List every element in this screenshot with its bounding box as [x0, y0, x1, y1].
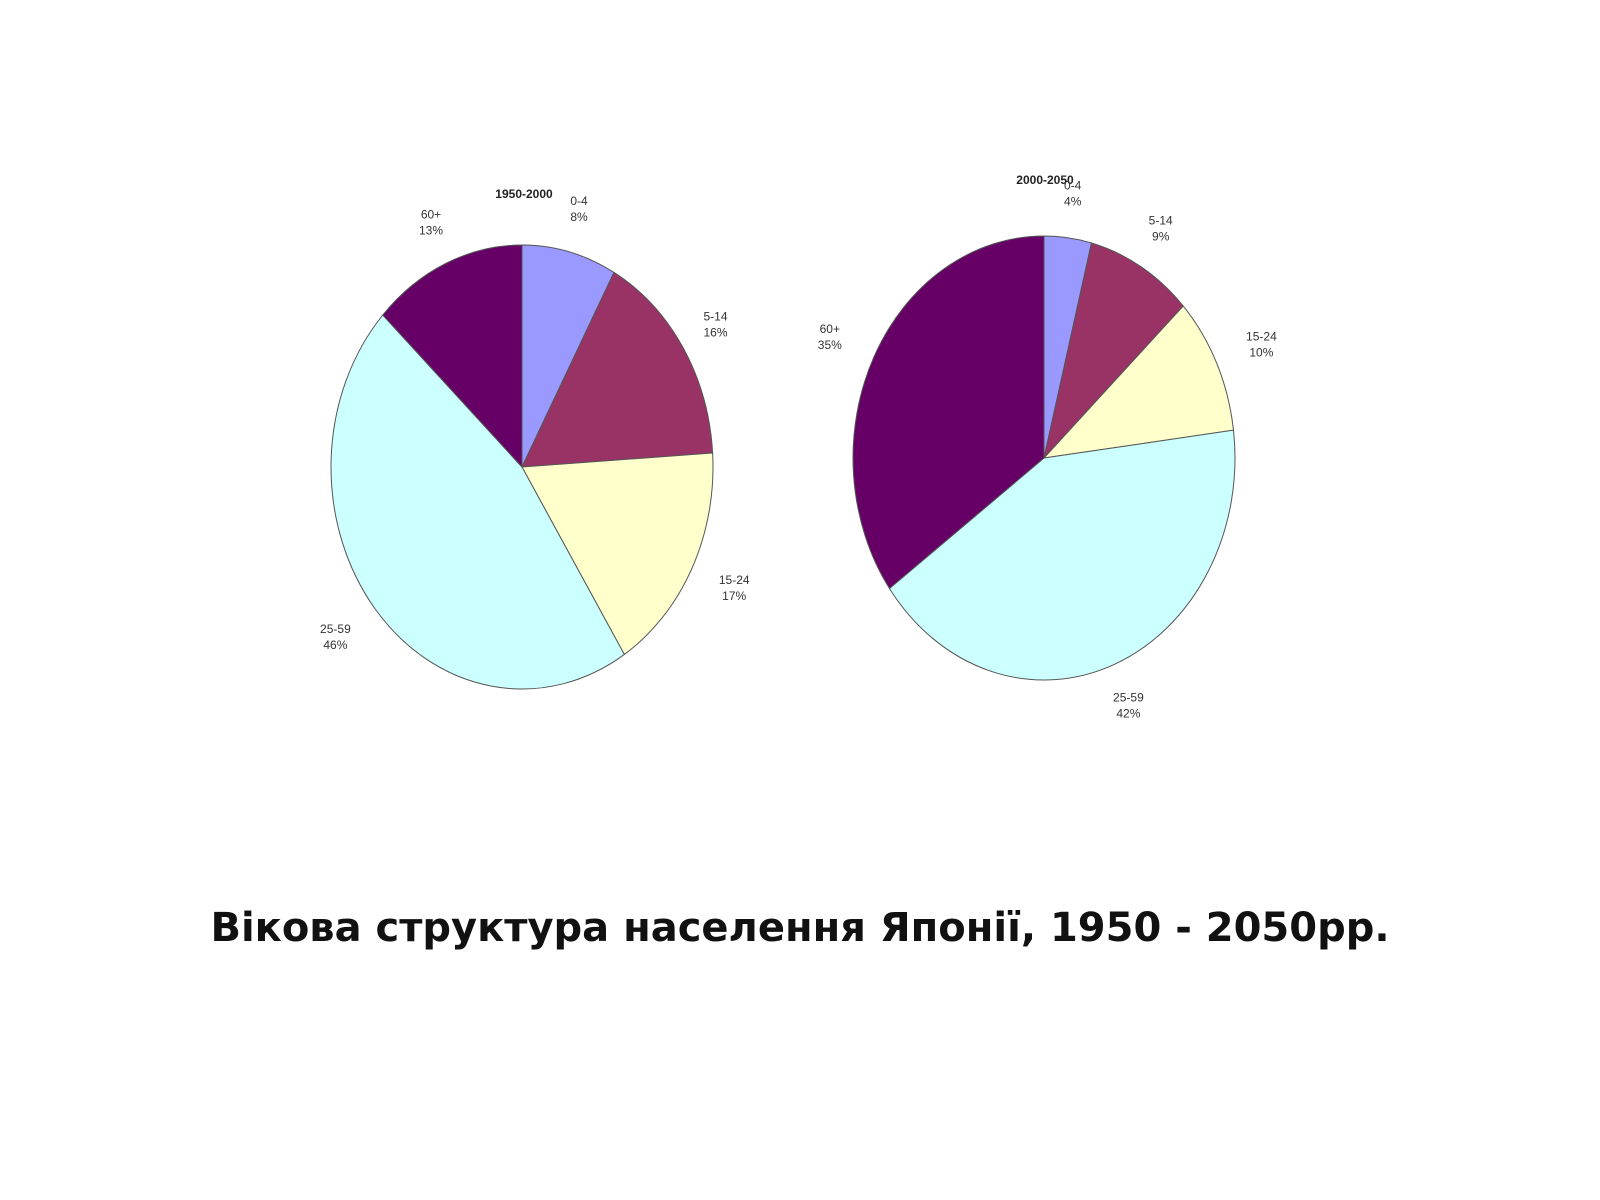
slice-label-15-24: 15-24: [1246, 330, 1277, 344]
pie-chart-1950-2000: 1950-2000 0-4 8% 5-14 16% 15-24 17% 25-59 46% 60+…: [320, 187, 750, 690]
slice-value-label-5-14: 9%: [1152, 230, 1170, 244]
slice-value-label-60+: 35%: [818, 338, 842, 352]
slice-label-0-4: 0-4: [1064, 179, 1082, 193]
slide-caption: Вікова структура населення Японії, 1950 …: [210, 905, 1390, 951]
slice-label-5-14: 5-14: [703, 309, 727, 323]
slice-value-label-25-59: 46%: [323, 638, 347, 652]
slice-label-60+: 60+: [421, 208, 441, 222]
pie-slice-5-14: [1043, 242, 1184, 460]
pie-slice-25-59: [330, 314, 625, 690]
slice-value-label-0-4: 4%: [1064, 195, 1082, 209]
chart-title: 1950-2000: [495, 187, 553, 201]
slice-label-60+: 60+: [820, 322, 840, 336]
slice-label-25-59: 25-59: [320, 622, 351, 636]
pie-slice-5-14: [521, 271, 714, 468]
slice-value-label-60+: 13%: [419, 224, 443, 238]
pie-slice-15-24: [521, 452, 714, 656]
slice-value-label-25-59: 42%: [1116, 707, 1140, 721]
slice-value-label-5-14: 16%: [703, 325, 727, 339]
chart-title: 2000-2050: [1016, 173, 1074, 187]
pie-slice-60+: [382, 244, 523, 469]
pie-slice-25-59: [888, 429, 1236, 681]
slice-label-25-59: 25-59: [1113, 691, 1144, 705]
slice-value-label-0-4: 8%: [570, 210, 588, 224]
slice-label-15-24: 15-24: [719, 573, 750, 587]
slice-label-0-4: 0-4: [570, 194, 588, 208]
slice-label-5-14: 5-14: [1149, 214, 1173, 228]
pie-slice-60+: [852, 235, 1045, 590]
chart-area: 1950-2000 0-4 8% 5-14 16% 15-24 17% 25-59 46% 60+…: [320, 173, 1277, 721]
pie-slice-15-24: [1042, 305, 1235, 459]
slice-value-label-15-24: 17%: [722, 589, 746, 603]
pie-charts: 1950-2000 0-4 8% 5-14 16% 15-24 17% 25-59 46% 60+…: [320, 173, 1277, 721]
slice-value-label-15-24: 10%: [1249, 346, 1273, 360]
pie-slice-0-4: [521, 244, 615, 468]
